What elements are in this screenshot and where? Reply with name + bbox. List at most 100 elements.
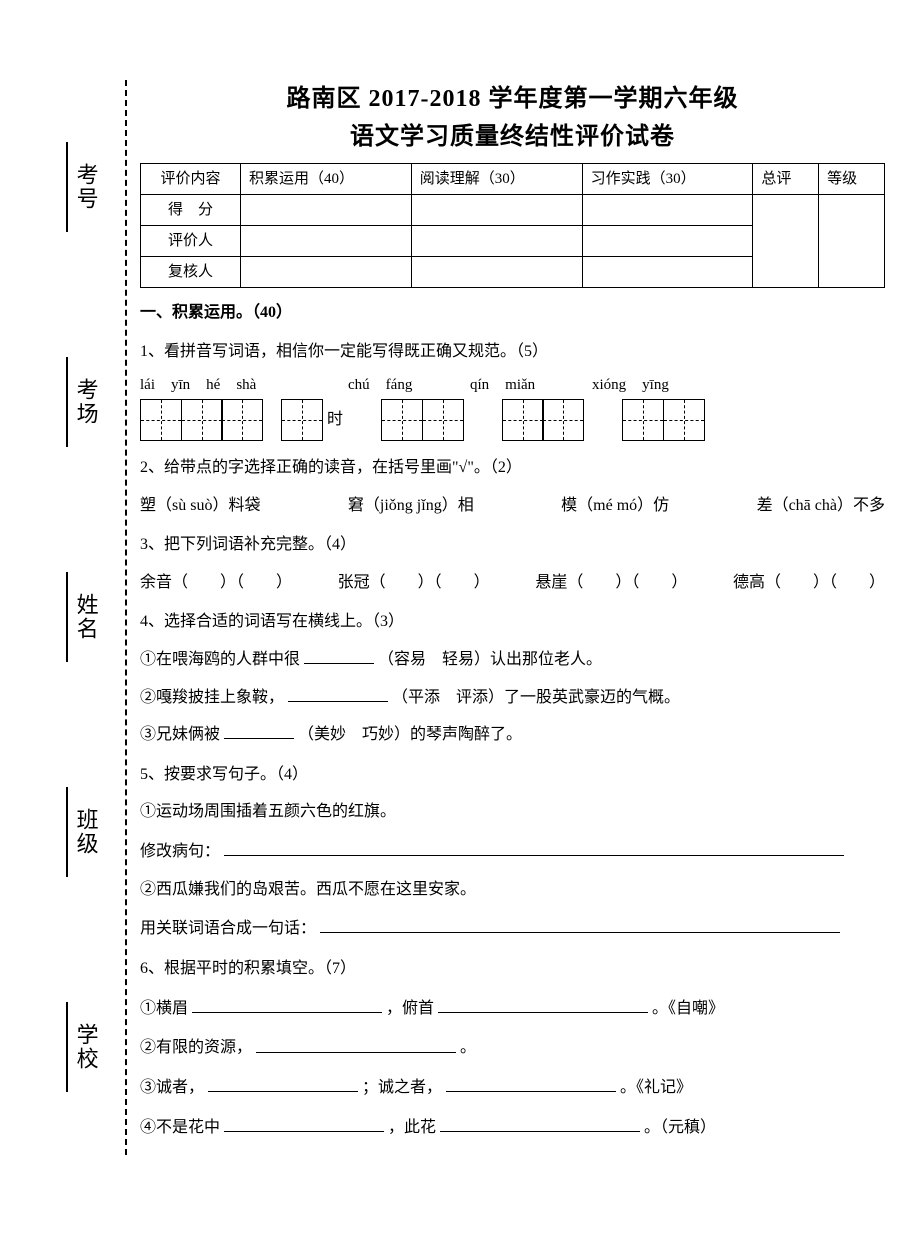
q6-text: 。《自嘲》 bbox=[652, 1000, 724, 1017]
q6-text: ，此花 bbox=[388, 1119, 436, 1136]
sidebar-label: 班级 bbox=[68, 808, 103, 856]
q4-pre: ①在喂海鸥的人群中很 bbox=[140, 651, 300, 668]
blank bbox=[192, 994, 382, 1013]
char-grid bbox=[381, 399, 464, 441]
th: 评价内容 bbox=[141, 163, 241, 194]
char-cell bbox=[622, 399, 664, 441]
q5-s2: ②西瓜嫌我们的岛艰苦。西瓜不愿在这里安家。 bbox=[140, 877, 885, 903]
cell bbox=[411, 194, 582, 225]
q5-s1: ①运动场周围插着五颜六色的红旗。 bbox=[140, 799, 885, 825]
pinyin-group: chú fáng bbox=[348, 373, 432, 397]
question-4: 4、选择合适的词语写在横线上。（3） ①在喂海鸥的人群中很 （容易 轻易）认出那… bbox=[140, 609, 885, 747]
char-cell bbox=[181, 399, 223, 441]
sidebar-name: 姓名 bbox=[66, 566, 103, 668]
char-cell bbox=[542, 399, 584, 441]
q3-items: 余音（ ）（ ） 张冠（ ）（ ） 悬崖（ ）（ ） 德高（ ）（ ） bbox=[140, 570, 885, 596]
sidebar-label: 学校 bbox=[68, 1023, 103, 1071]
question-1: 1、看拼音写词语，相信你一定能写得既正确又规范。（5） lái yīn hé s… bbox=[140, 339, 885, 441]
table-row: 评价内容 积累运用（40） 阅读理解（30） 习作实践（30） 总评 等级 bbox=[141, 163, 885, 194]
q6-item: ②有限的资源， 。 bbox=[140, 1033, 885, 1061]
th: 习作实践（30） bbox=[582, 163, 753, 194]
grid-row: 时 bbox=[140, 399, 885, 441]
q6-item: ④不是花中 ，此花 。（元稹） bbox=[140, 1113, 885, 1141]
q4-opts: （容易 轻易）认出那位老人。 bbox=[378, 651, 602, 668]
sidebar-label: 姓名 bbox=[68, 593, 103, 641]
char-cell bbox=[422, 399, 464, 441]
pinyin: yīng bbox=[642, 373, 669, 397]
pinyin: shà bbox=[236, 373, 256, 397]
binding-line bbox=[125, 80, 127, 1155]
q1-prompt: 1、看拼音写词语，相信你一定能写得既正确又规范。（5） bbox=[140, 339, 885, 365]
blank bbox=[256, 1033, 456, 1052]
blank bbox=[224, 1113, 384, 1132]
blank bbox=[320, 914, 840, 933]
sidebar-school: 学校 bbox=[66, 996, 103, 1098]
q2-prompt: 2、给带点的字选择正确的读音，在括号里画"√"。（2） bbox=[140, 455, 885, 481]
title-line-1: 路南区 2017-2018 学年度第一学期六年级 bbox=[140, 80, 885, 118]
q5-s1-label: 修改病句： bbox=[140, 843, 220, 860]
q6-text: 。 bbox=[460, 1040, 476, 1057]
blank bbox=[438, 994, 648, 1013]
q6-text: ②有限的资源， bbox=[140, 1040, 252, 1057]
cell bbox=[582, 256, 753, 287]
section-heading: 一、积累运用。（40） bbox=[140, 300, 885, 326]
grid-block: 时 bbox=[140, 399, 343, 441]
cell bbox=[819, 194, 885, 287]
cell bbox=[582, 225, 753, 256]
blank bbox=[208, 1073, 358, 1092]
char-cell bbox=[663, 399, 705, 441]
char-grid bbox=[622, 399, 705, 441]
pinyin: lái bbox=[140, 373, 155, 397]
blank bbox=[288, 686, 388, 702]
pinyin-group: qín miǎn bbox=[470, 373, 554, 397]
q6-text: ，俯首 bbox=[386, 1000, 434, 1017]
cell bbox=[411, 225, 582, 256]
q4-pre: ③兄妹俩被 bbox=[140, 726, 220, 743]
blank bbox=[224, 837, 844, 856]
char-grid bbox=[140, 399, 263, 441]
q3-item: 张冠（ ）（ ） bbox=[338, 570, 490, 596]
q5-prompt: 5、按要求写句子。（4） bbox=[140, 762, 885, 788]
pinyin: hé bbox=[206, 373, 220, 397]
table-row: 得 分 bbox=[141, 194, 885, 225]
q5-s1-answer: 修改病句： bbox=[140, 837, 885, 865]
q4-prompt: 4、选择合适的词语写在横线上。（3） bbox=[140, 609, 885, 635]
q2-item: 差（chā chà）不多 bbox=[757, 493, 885, 519]
char-cell bbox=[140, 399, 182, 441]
q5-s2-label: 用关联词语合成一句话： bbox=[140, 920, 316, 937]
q6-text: ④不是花中 bbox=[140, 1119, 220, 1136]
sidebar-label: 考场 bbox=[68, 378, 103, 426]
char-cell bbox=[381, 399, 423, 441]
char-grid bbox=[502, 399, 585, 441]
q6-item: ③诚者， ；诚之者， 。《礼记》 bbox=[140, 1073, 885, 1101]
q3-item: 德高（ ）（ ） bbox=[733, 570, 885, 596]
sidebar-label: 考号 bbox=[68, 163, 103, 211]
q5-s2-answer: 用关联词语合成一句话： bbox=[140, 914, 885, 942]
q4-opts: （平添 评添）了一股英武豪迈的气概。 bbox=[392, 689, 680, 706]
q6-text: ；诚之者， bbox=[362, 1079, 442, 1096]
row-label: 得 分 bbox=[141, 194, 241, 225]
q2-items: 塑（sù suò）料袋 窘（jiǒng jǐng）相 模（mé mó）仿 差（c… bbox=[140, 493, 885, 519]
pinyin: yīn bbox=[171, 373, 190, 397]
sidebar-class: 班级 bbox=[66, 781, 103, 883]
q2-item: 塑（sù suò）料袋 bbox=[140, 493, 260, 519]
blank bbox=[440, 1113, 640, 1132]
q6-text: ①横眉 bbox=[140, 1000, 188, 1017]
pinyin-group: xióng yīng bbox=[592, 373, 676, 397]
th: 等级 bbox=[819, 163, 885, 194]
question-2: 2、给带点的字选择正确的读音，在括号里画"√"。（2） 塑（sù suò）料袋 … bbox=[140, 455, 885, 518]
pinyin: miǎn bbox=[505, 373, 535, 397]
cell bbox=[753, 194, 819, 287]
pinyin-group: lái yīn hé shà bbox=[140, 373, 310, 397]
char-cell bbox=[502, 399, 544, 441]
q3-item: 悬崖（ ）（ ） bbox=[535, 570, 687, 596]
sidebar-blank bbox=[66, 572, 68, 662]
sidebar-blank bbox=[66, 787, 68, 877]
char-cell bbox=[221, 399, 263, 441]
pinyin: chú bbox=[348, 373, 370, 397]
score-table: 评价内容 积累运用（40） 阅读理解（30） 习作实践（30） 总评 等级 得 … bbox=[140, 163, 885, 288]
question-5: 5、按要求写句子。（4） ①运动场周围插着五颜六色的红旗。 修改病句： ②西瓜嫌… bbox=[140, 762, 885, 942]
q6-text: ③诚者， bbox=[140, 1079, 204, 1096]
blank bbox=[224, 723, 294, 739]
q3-prompt: 3、把下列词语补充完整。（4） bbox=[140, 532, 885, 558]
